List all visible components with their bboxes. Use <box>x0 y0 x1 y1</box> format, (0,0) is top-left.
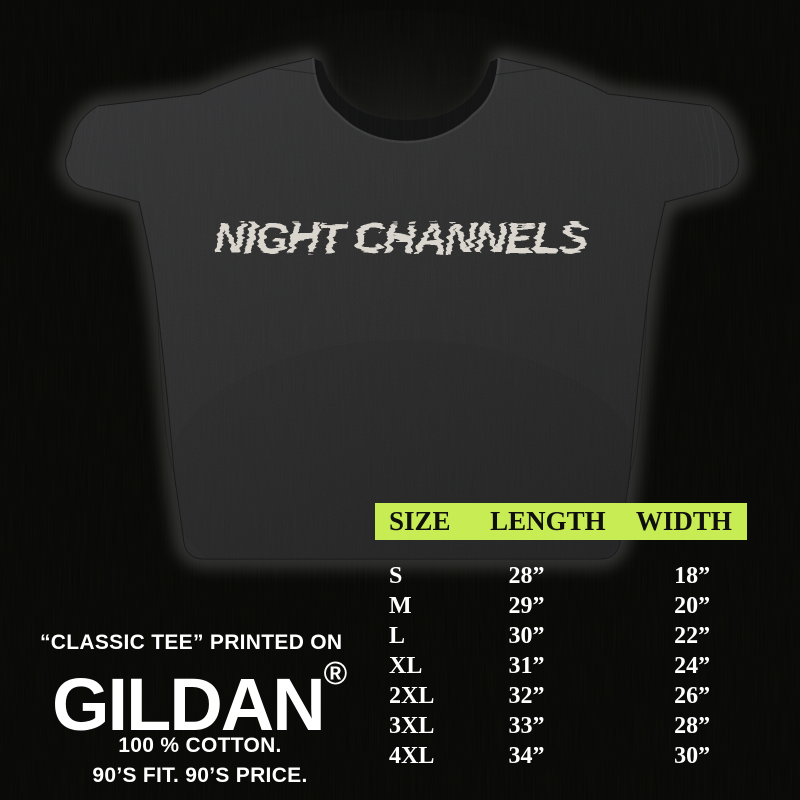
svg-text:NIGHT CHANNELS: NIGHT CHANNELS <box>214 214 588 263</box>
